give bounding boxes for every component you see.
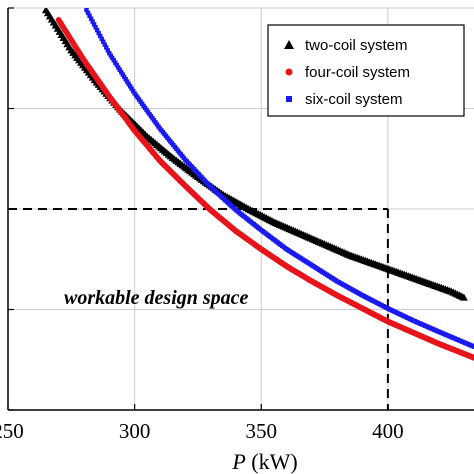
data-point-six-coil (122, 74, 127, 80)
data-point-six-coil (124, 79, 130, 84)
data-point-six-coil (129, 86, 134, 91)
series-six-coil (84, 8, 474, 349)
data-point-six-coil (108, 53, 113, 58)
data-point-six-coil (113, 60, 118, 65)
axis-ticks: 250 300 350 400 (0, 7, 404, 443)
legend-label-six-coil: six-coil system (305, 91, 403, 108)
x-axis-label-variable: P (231, 449, 245, 474)
data-point-six-coil (96, 30, 101, 36)
legend-marker-two-coil (284, 40, 294, 49)
legend-label-four-coil: four-coil system (305, 64, 410, 81)
data-series (41, 8, 474, 361)
data-point-six-coil (130, 88, 136, 94)
legend: two-coil system four-coil system six-coil … (267, 24, 465, 117)
data-point-six-coil (110, 55, 115, 61)
data-point-six-coil (97, 33, 103, 39)
data-point-six-coil (85, 10, 91, 16)
data-point-six-coil (101, 39, 106, 44)
legend-marker-four-coil (285, 68, 293, 76)
x-axis-label-unit: (kW) (246, 449, 298, 474)
data-point-six-coil (88, 16, 94, 21)
data-point-six-coil (107, 51, 112, 56)
data-point-six-coil (91, 22, 97, 27)
x-tick-label: 300 (119, 419, 151, 443)
data-point-six-coil (114, 62, 119, 68)
legend-box (267, 24, 465, 117)
data-point-six-coil (123, 77, 128, 82)
data-point-six-coil (104, 45, 109, 50)
data-point-six-coil (471, 344, 474, 349)
x-tick-label: 350 (246, 419, 278, 443)
data-point-six-coil (93, 25, 98, 30)
data-point-six-coil (126, 81, 131, 87)
data-point-six-coil (127, 84, 133, 89)
data-point-six-coil (94, 27, 100, 33)
data-point-four-coil (471, 354, 474, 361)
data-point-six-coil (119, 69, 124, 75)
data-point-two-coil (459, 293, 468, 301)
series-four-coil (55, 17, 474, 361)
data-point-six-coil (105, 48, 110, 53)
data-point-six-coil (117, 67, 122, 72)
data-point-six-coil (120, 72, 125, 77)
data-point-six-coil (90, 19, 95, 24)
data-point-six-coil (87, 13, 92, 18)
legend-label-two-coil: two-coil system (305, 37, 408, 54)
series-two-coil (41, 8, 468, 301)
x-axis-label: P (kW) (231, 449, 297, 474)
data-point-six-coil (99, 36, 104, 42)
data-point-six-coil (116, 65, 121, 70)
reference-lines (8, 208, 389, 410)
data-point-six-coil (102, 42, 107, 47)
data-point-six-coil (111, 58, 116, 63)
annotation-workable-design-space: workable design space (64, 287, 249, 309)
x-tick-label: 250 (0, 419, 24, 443)
x-tick-label: 400 (372, 419, 404, 443)
legend-marker-six-coil (286, 96, 292, 102)
data-point-six-coil (84, 8, 89, 13)
